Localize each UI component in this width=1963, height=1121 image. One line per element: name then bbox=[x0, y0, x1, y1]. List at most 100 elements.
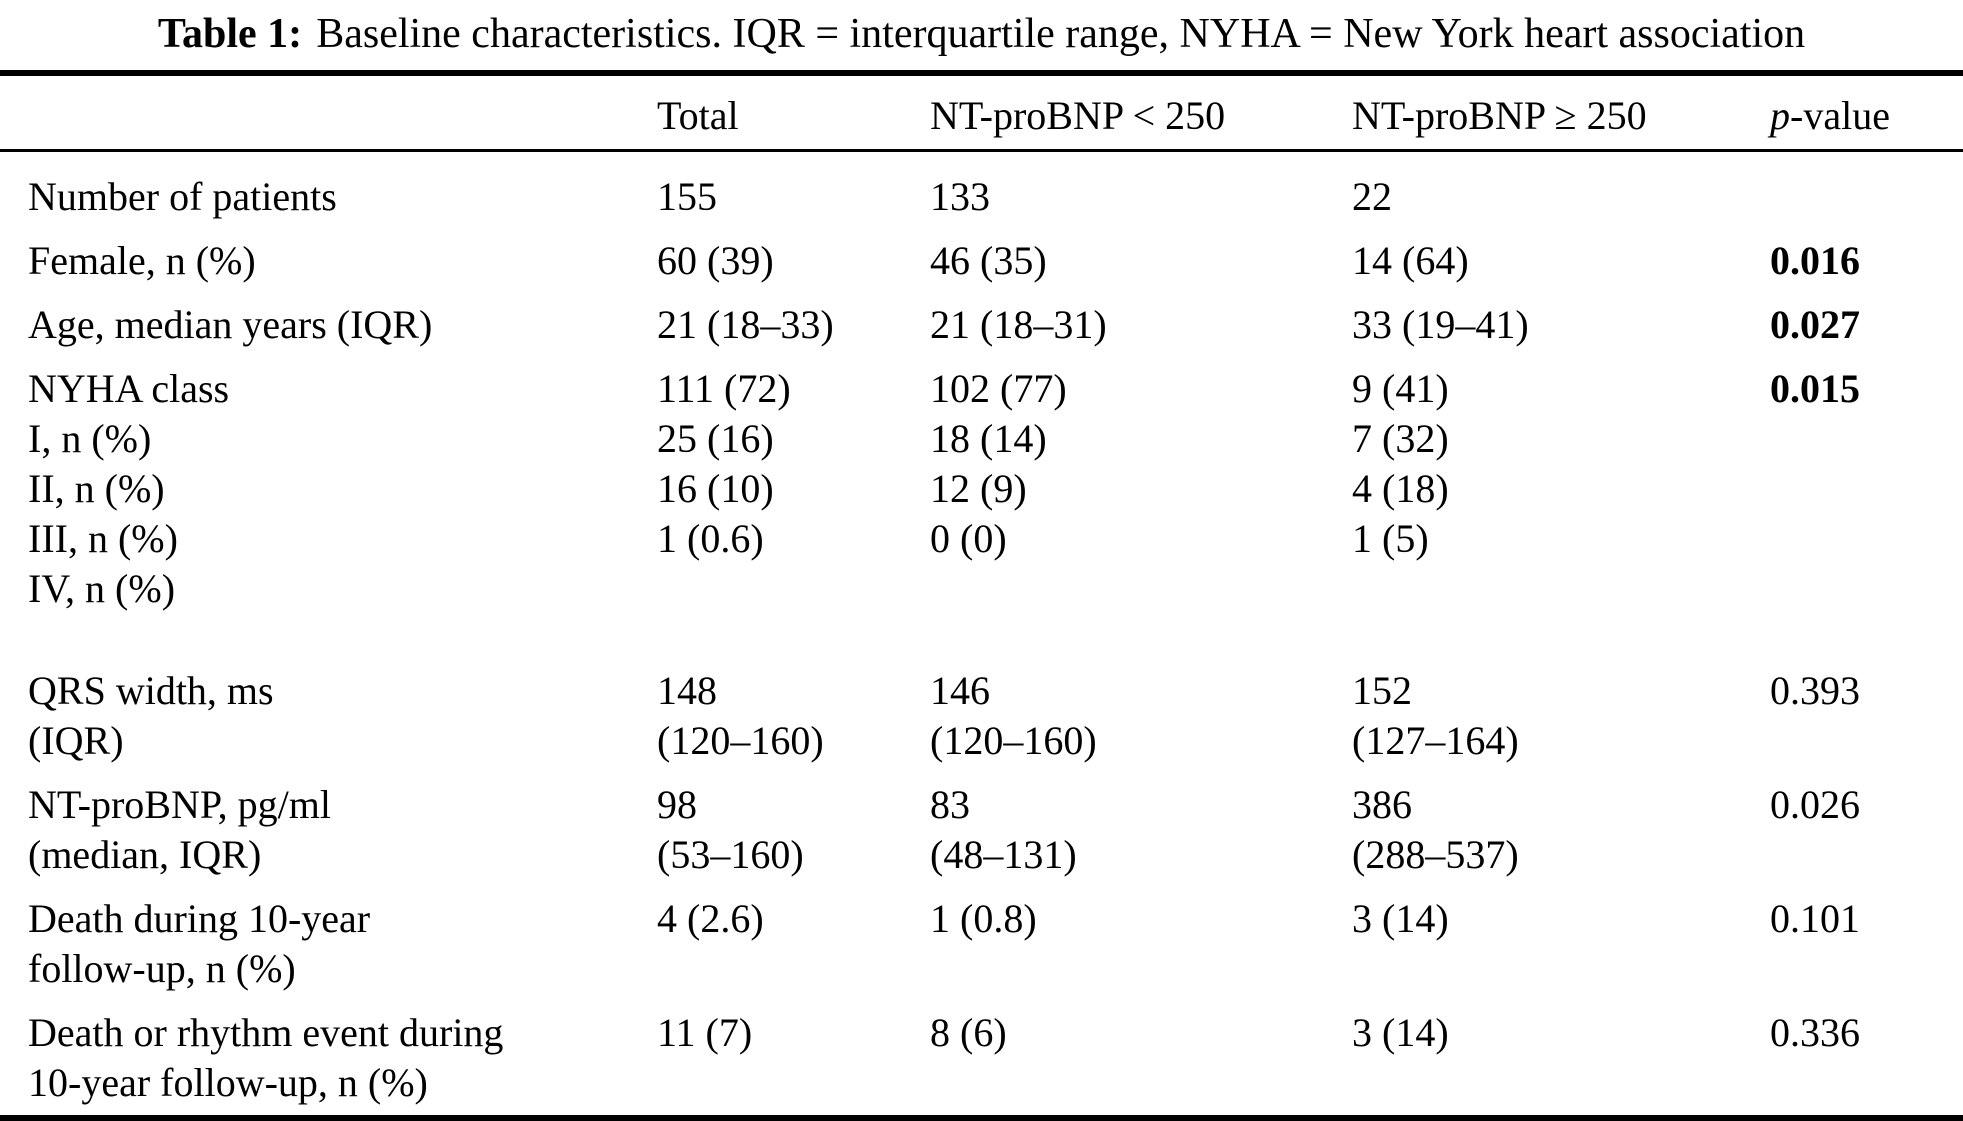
value-line: 60 (39) bbox=[657, 238, 774, 284]
row-label-line: Number of patients bbox=[28, 174, 337, 220]
p-value-cell: 0.027 bbox=[1770, 293, 1963, 357]
p-value: 0.016 bbox=[1770, 238, 1860, 284]
row-label-line: 10-year follow-up, n (%) bbox=[28, 1060, 428, 1106]
value-line: 4 (18) bbox=[1352, 466, 1449, 512]
probnp-high-cell: 14 (64) bbox=[1352, 229, 1770, 293]
total-cell: 4 (2.6) bbox=[657, 887, 930, 1001]
probnp-high-cell: 386 (288–537) bbox=[1352, 773, 1770, 887]
row-label-cell: Female, n (%) bbox=[0, 229, 657, 293]
p-value-cell: 0.015 bbox=[1770, 357, 1963, 621]
total-cell: 111 (72) 25 (16) 16 (10) 1 (0.6) bbox=[657, 357, 930, 621]
row-label-line: IV, n (%) bbox=[28, 566, 176, 612]
value-line: 152 bbox=[1352, 668, 1412, 714]
total-cell: 60 (39) bbox=[657, 229, 930, 293]
p-value-cell bbox=[1770, 151, 1963, 230]
value-line: 83 bbox=[930, 782, 970, 828]
row-label-line: QRS width, ms bbox=[28, 668, 274, 714]
value-line: 111 (72) bbox=[657, 366, 791, 412]
table-row: Death or rhythm event during 10-year foll… bbox=[0, 1001, 1963, 1118]
header-empty bbox=[0, 73, 657, 153]
p-value: 0.027 bbox=[1770, 302, 1860, 348]
value-line: 21 (18–33) bbox=[657, 302, 834, 348]
table-row: Female, n (%) 60 (39) 46 (35) 14 (64) 0.016 bbox=[0, 229, 1963, 293]
probnp-high-cell: 9 (41) 7 (32) 4 (18) 1 (5) bbox=[1352, 357, 1770, 621]
value-line: 3 (14) bbox=[1352, 896, 1449, 942]
value-line: (48–131) bbox=[930, 832, 1077, 878]
value-line: 16 (10) bbox=[657, 466, 774, 512]
p-value-cell: 0.101 bbox=[1770, 887, 1963, 1001]
value-line: 148 bbox=[657, 668, 717, 714]
p-value-cell: 0.393 bbox=[1770, 621, 1963, 773]
total-cell: 155 bbox=[657, 151, 930, 230]
value-line: 3 (14) bbox=[1352, 1010, 1449, 1056]
row-label-cell: Number of patients bbox=[0, 151, 657, 230]
probnp-low-cell: 146 (120–160) bbox=[930, 621, 1352, 773]
header-probnp-low: NT-proBNP < 250 bbox=[930, 73, 1352, 153]
value-line: 102 (77) bbox=[930, 366, 1067, 412]
p-value-cell: 0.336 bbox=[1770, 1001, 1963, 1118]
probnp-low-cell: 83 (48–131) bbox=[930, 773, 1352, 887]
probnp-low-cell: 46 (35) bbox=[930, 229, 1352, 293]
table-caption-text: Baseline characteristics. IQR = interqua… bbox=[316, 11, 1806, 57]
value-line: 8 (6) bbox=[930, 1010, 1007, 1056]
row-label-line: NT-proBNP, pg/ml bbox=[28, 782, 332, 828]
table-caption: Table 1: Baseline characteristics. IQR = … bbox=[0, 0, 1963, 70]
row-label-cell: QRS width, ms (IQR) bbox=[0, 621, 657, 773]
value-line: 18 (14) bbox=[930, 416, 1047, 462]
row-label-line: Age, median years (IQR) bbox=[28, 302, 433, 348]
table-row: QRS width, ms (IQR) 148 (120–160) 146 (120–16… bbox=[0, 621, 1963, 773]
total-cell: 98 (53–160) bbox=[657, 773, 930, 887]
value-line: 46 (35) bbox=[930, 238, 1047, 284]
table-row: NT-proBNP, pg/ml (median, IQR) 98 (53–160) 8… bbox=[0, 773, 1963, 887]
value-line: 22 bbox=[1352, 174, 1392, 220]
value-line: 33 (19–41) bbox=[1352, 302, 1529, 348]
header-probnp-high: NT-proBNP ≥ 250 bbox=[1352, 73, 1770, 153]
table-row: Age, median years (IQR) 21 (18–33) 21 (18–… bbox=[0, 293, 1963, 357]
table-row: Death during 10-year follow-up, n (%) 4 (2… bbox=[0, 887, 1963, 1001]
header-p-value: p-value bbox=[1770, 73, 1963, 153]
value-line: 4 (2.6) bbox=[657, 896, 764, 942]
p-value: 0.026 bbox=[1770, 782, 1860, 828]
row-label-line: (IQR) bbox=[28, 718, 124, 764]
table-body: Number of patients 155 133 22 Female, n (%) 6… bbox=[0, 151, 1963, 1119]
p-value-cell: 0.016 bbox=[1770, 229, 1963, 293]
value-line: 155 bbox=[657, 174, 717, 220]
row-label-cell: Death or rhythm event during 10-year foll… bbox=[0, 1001, 657, 1118]
value-line: 14 (64) bbox=[1352, 238, 1469, 284]
value-line: 7 (32) bbox=[1352, 416, 1449, 462]
table-header: Total NT-proBNP < 250 NT-proBNP ≥ 250 p-… bbox=[0, 73, 1963, 153]
probnp-high-cell: 152 (127–164) bbox=[1352, 621, 1770, 773]
total-cell: 148 (120–160) bbox=[657, 621, 930, 773]
row-label-line: I, n (%) bbox=[28, 416, 152, 462]
value-line: 1 (0.6) bbox=[657, 516, 764, 562]
probnp-high-cell: 22 bbox=[1352, 151, 1770, 230]
value-line: (120–160) bbox=[930, 718, 1097, 764]
value-line: (288–537) bbox=[1352, 832, 1519, 878]
probnp-low-cell: 133 bbox=[930, 151, 1352, 230]
value-line: 21 (18–31) bbox=[930, 302, 1107, 348]
row-label-line: (median, IQR) bbox=[28, 832, 262, 878]
probnp-high-cell: 3 (14) bbox=[1352, 1001, 1770, 1118]
baseline-characteristics-table: Total NT-proBNP < 250 NT-proBNP ≥ 250 p-… bbox=[0, 70, 1963, 1121]
row-label-line: Death during 10-year bbox=[28, 896, 371, 942]
row-label-cell: NT-proBNP, pg/ml (median, IQR) bbox=[0, 773, 657, 887]
value-line: 1 (5) bbox=[1352, 516, 1429, 562]
value-line: 98 bbox=[657, 782, 697, 828]
header-p-italic: p bbox=[1770, 93, 1790, 139]
value-line: (127–164) bbox=[1352, 718, 1519, 764]
value-line: (53–160) bbox=[657, 832, 804, 878]
p-value: 0.015 bbox=[1770, 366, 1860, 412]
value-line: 1 (0.8) bbox=[930, 896, 1037, 942]
row-label-cell: Age, median years (IQR) bbox=[0, 293, 657, 357]
value-line: (120–160) bbox=[657, 718, 824, 764]
total-cell: 21 (18–33) bbox=[657, 293, 930, 357]
row-label-cell: Death during 10-year follow-up, n (%) bbox=[0, 887, 657, 1001]
value-line: 11 (7) bbox=[657, 1010, 753, 1056]
table-row: NYHA class I, n (%) II, n (%) III, n (%) IV,… bbox=[0, 357, 1963, 621]
p-value-cell: 0.026 bbox=[1770, 773, 1963, 887]
probnp-high-cell: 3 (14) bbox=[1352, 887, 1770, 1001]
row-label-line: Female, n (%) bbox=[28, 238, 256, 284]
row-label-line: II, n (%) bbox=[28, 466, 165, 512]
probnp-low-cell: 21 (18–31) bbox=[930, 293, 1352, 357]
